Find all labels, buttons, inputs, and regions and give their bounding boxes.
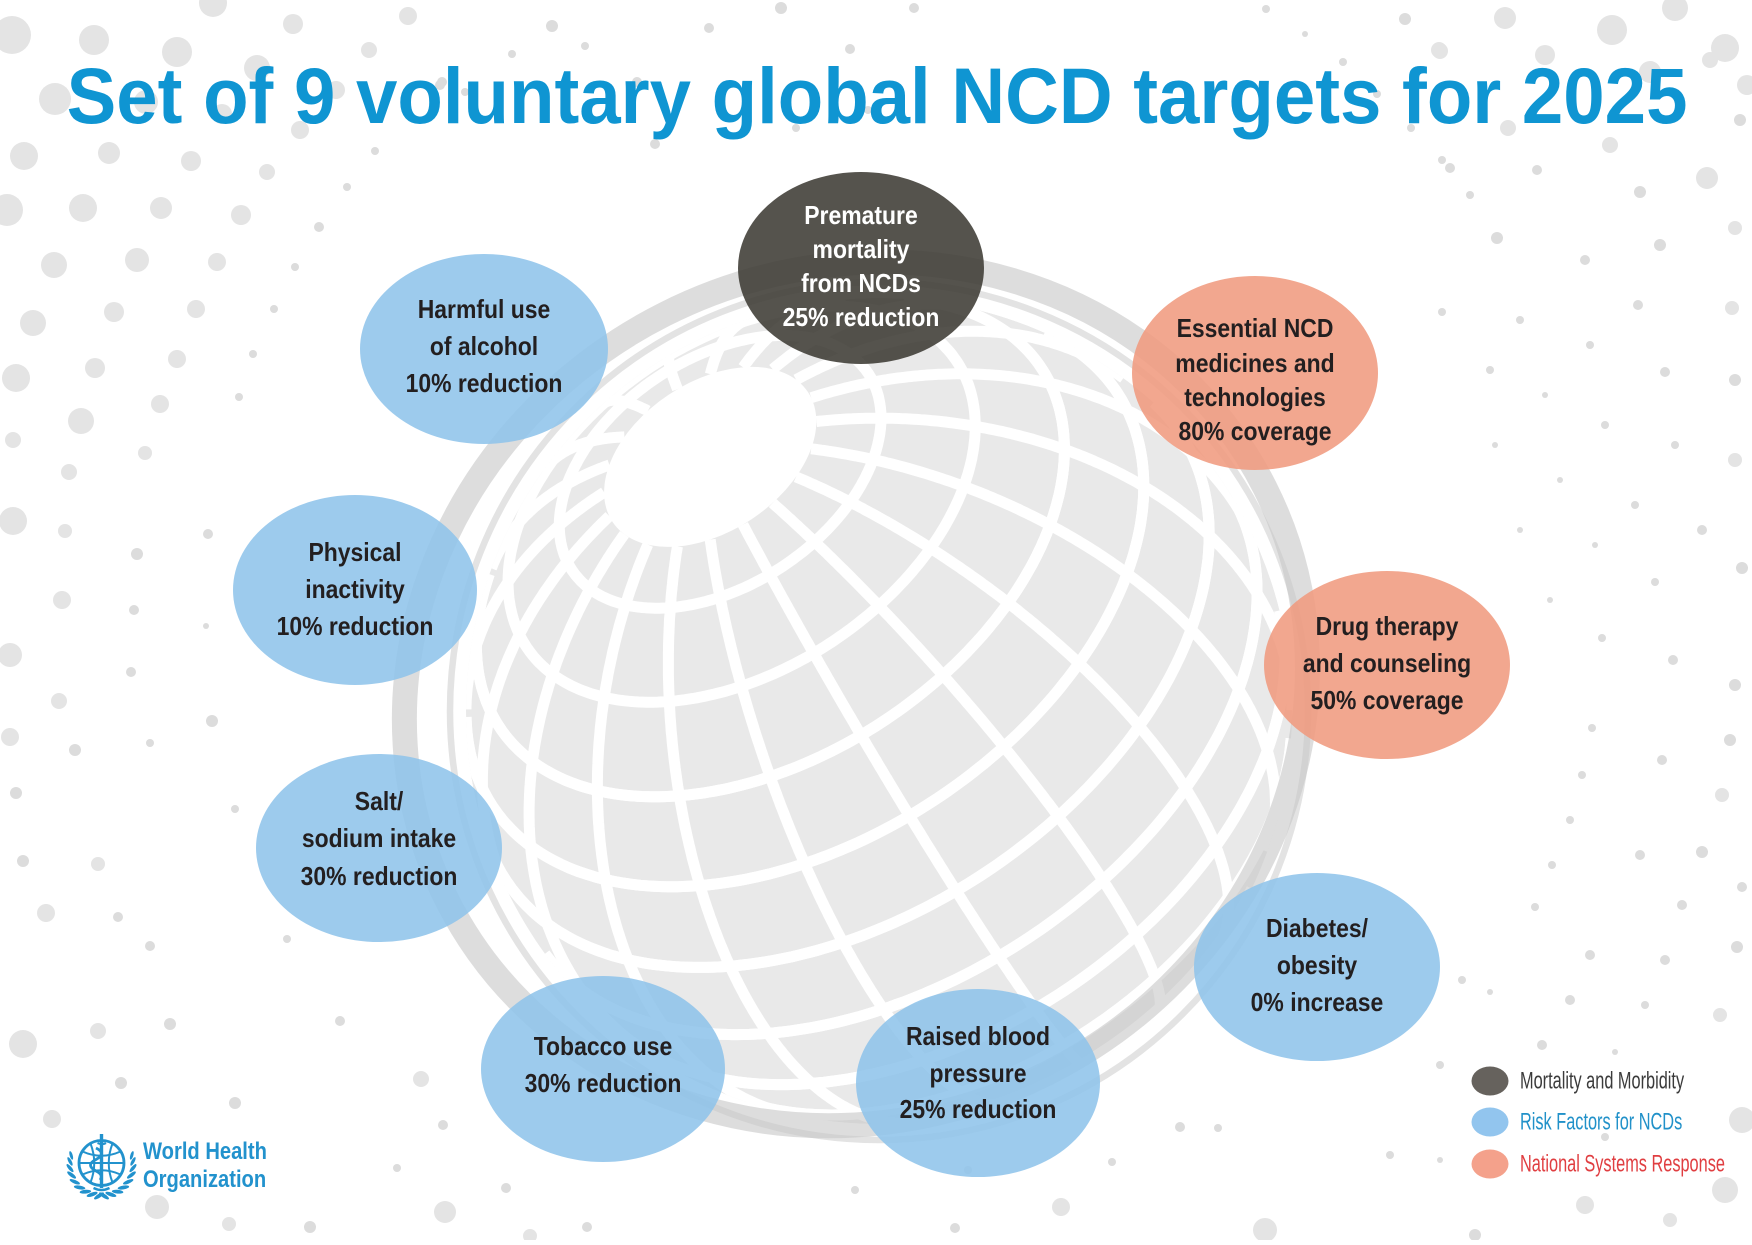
svg-text:Set of 9 voluntary global NCD: Set of 9 voluntary global NCD targets fo…: [67, 53, 1688, 140]
svg-text:Drug therapy: Drug therapy: [1316, 613, 1459, 641]
svg-text:obesity: obesity: [1277, 952, 1358, 980]
svg-text:Diabetes/: Diabetes/: [1266, 915, 1368, 943]
svg-text:50% coverage: 50% coverage: [1310, 687, 1463, 715]
svg-text:Risk Factors for NCDs: Risk Factors for NCDs: [1520, 1109, 1682, 1136]
svg-text:Raised blood: Raised blood: [906, 1023, 1050, 1051]
svg-text:National Systems Response: National Systems Response: [1520, 1151, 1725, 1178]
svg-text:Physical: Physical: [308, 539, 401, 567]
svg-text:medicines and: medicines and: [1175, 350, 1334, 378]
svg-text:Essential NCD: Essential NCD: [1177, 315, 1334, 343]
svg-text:25% reduction: 25% reduction: [900, 1096, 1057, 1124]
svg-text:and counseling: and counseling: [1303, 650, 1471, 678]
svg-text:of alcohol: of alcohol: [430, 333, 538, 361]
svg-text:pressure: pressure: [930, 1060, 1027, 1088]
svg-text:sodium intake: sodium intake: [302, 825, 456, 853]
svg-text:Salt/: Salt/: [355, 788, 404, 816]
svg-text:80% coverage: 80% coverage: [1178, 418, 1331, 446]
svg-text:mortality: mortality: [813, 236, 910, 264]
svg-text:Mortality and Morbidity: Mortality and Morbidity: [1520, 1068, 1685, 1095]
svg-text:Organization: Organization: [143, 1165, 266, 1192]
svg-text:10% reduction: 10% reduction: [406, 370, 563, 398]
svg-text:0% increase: 0% increase: [1251, 989, 1384, 1017]
svg-text:30% reduction: 30% reduction: [301, 863, 458, 891]
svg-text:World Health: World Health: [143, 1137, 267, 1164]
svg-text:technologies: technologies: [1184, 384, 1325, 412]
svg-text:30% reduction: 30% reduction: [525, 1070, 682, 1098]
svg-text:Harmful use: Harmful use: [418, 296, 551, 324]
svg-text:25% reduction: 25% reduction: [783, 304, 940, 332]
svg-text:inactivity: inactivity: [305, 576, 405, 604]
svg-text:10% reduction: 10% reduction: [277, 613, 434, 641]
svg-text:Tobacco use: Tobacco use: [534, 1033, 673, 1061]
svg-text:Premature: Premature: [804, 202, 917, 230]
svg-text:from NCDs: from NCDs: [801, 270, 921, 298]
